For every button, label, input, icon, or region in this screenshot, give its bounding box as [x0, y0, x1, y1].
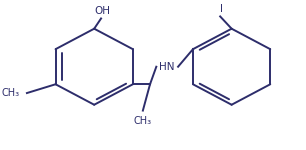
Text: CH₃: CH₃ — [134, 116, 152, 126]
Text: OH: OH — [95, 6, 111, 16]
Text: I: I — [220, 4, 223, 14]
Text: HN: HN — [159, 62, 175, 72]
Text: CH₃: CH₃ — [2, 88, 20, 98]
